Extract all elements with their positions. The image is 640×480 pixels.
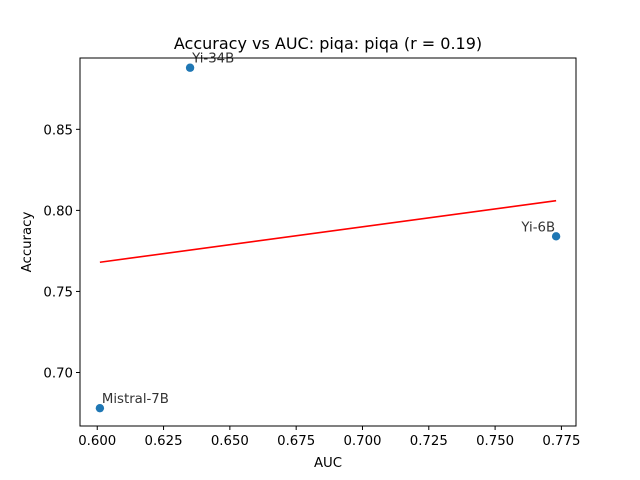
x-tick-label: 0.750 [476,434,514,449]
data-point [95,403,105,413]
x-axis: 0.600 0.625 0.650 0.675 0.700 0.725 0.750 0.775 [78,426,580,449]
y-tick-label: 0.85 [43,123,73,138]
y-axis-label: Accuracy [20,212,35,273]
x-tick-label: 0.725 [410,434,448,449]
x-tick-label: 0.625 [145,434,183,449]
data-point [551,232,561,241]
y-tick-label: 0.80 [43,204,73,219]
data-point-label: Yi-34B [191,52,234,67]
x-tick-label: 0.700 [343,434,381,449]
data-point-label: Yi-6B [520,220,555,235]
plot-area: Yi-34B Yi-6B Mistral-7B [95,52,561,413]
chart-title: Accuracy vs AUC: piqa: piqa (r = 0.19) [174,34,482,53]
data-point [185,63,195,72]
y-axis: 0.70 0.75 0.80 0.85 [43,123,80,382]
x-tick-label: 0.675 [277,434,315,449]
x-axis-label: AUC [314,456,342,471]
data-point-label: Mistral-7B [102,392,169,407]
axes-frame [79,57,577,427]
x-tick-label: 0.600 [78,434,116,449]
y-tick-label: 0.70 [43,367,73,382]
y-tick-label: 0.75 [43,285,73,300]
trendline [99,199,557,264]
x-tick-label: 0.650 [211,434,249,449]
x-tick-label: 0.775 [542,434,580,449]
